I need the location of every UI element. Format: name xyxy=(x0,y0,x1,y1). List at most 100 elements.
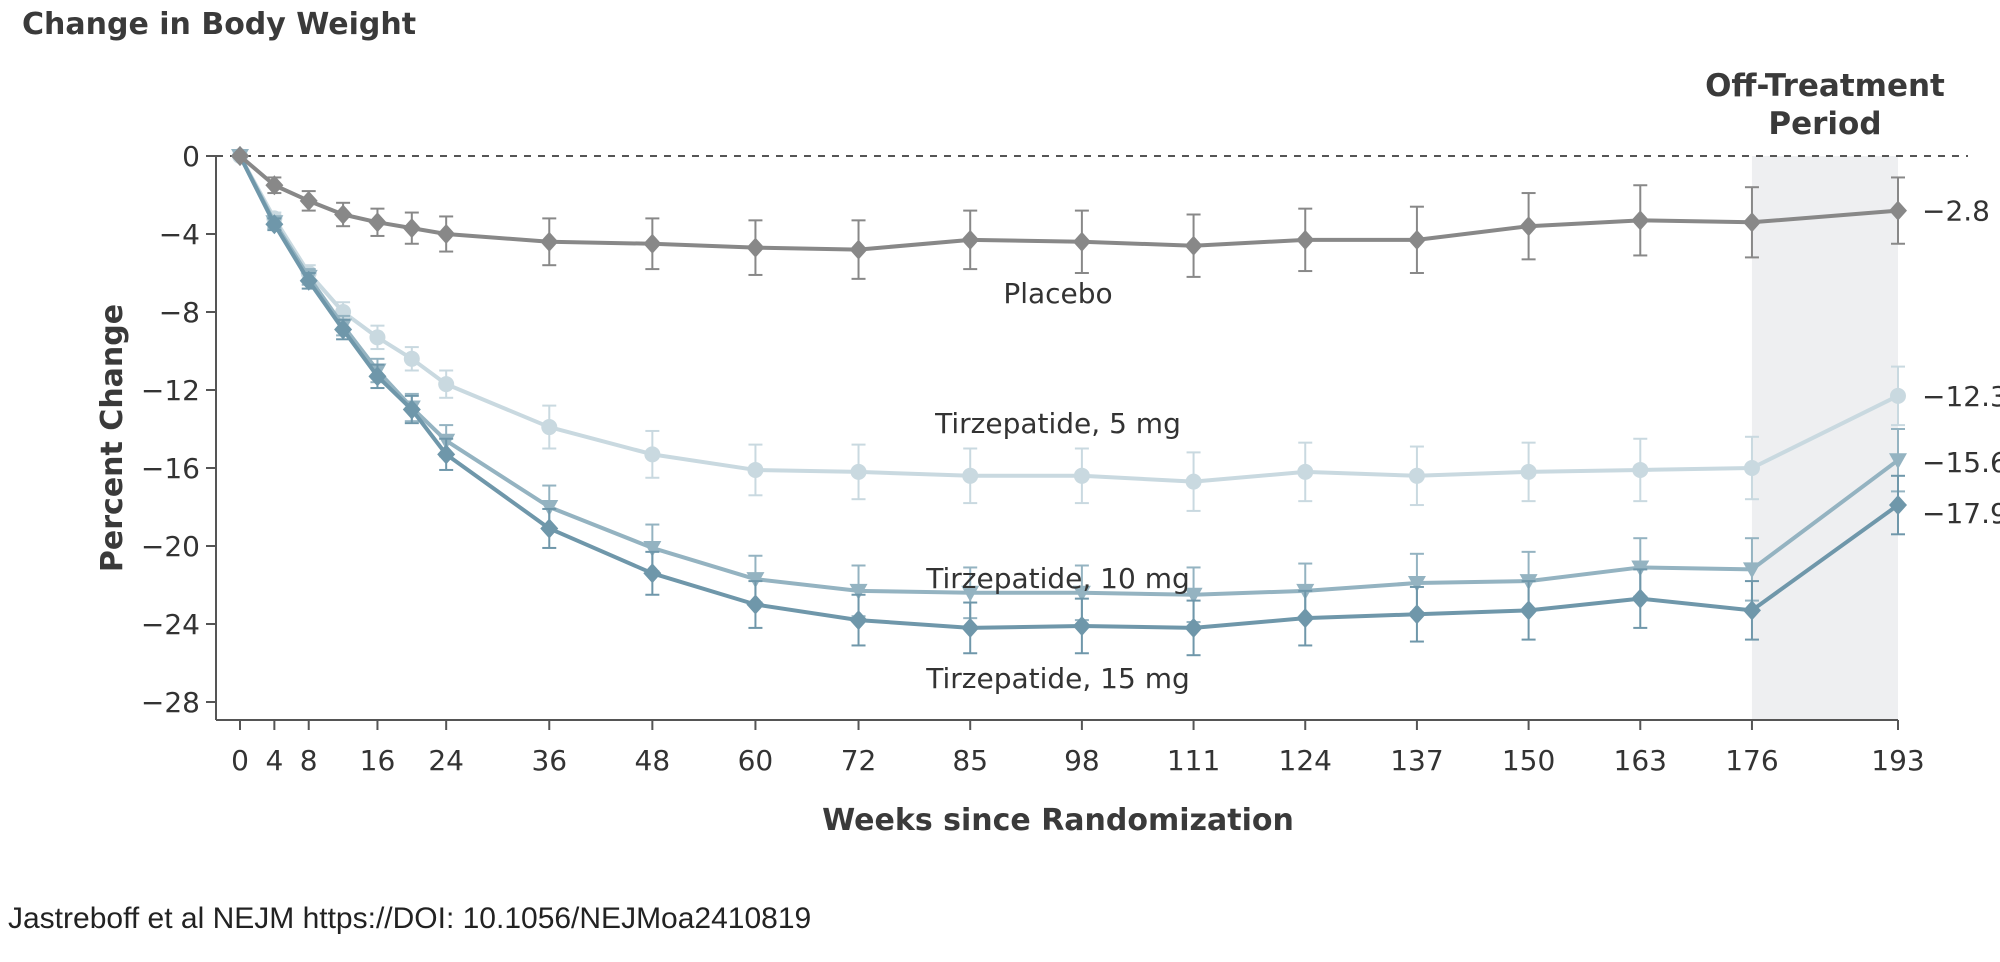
series-label: Placebo xyxy=(1003,277,1112,310)
data-point xyxy=(368,366,387,387)
data-point xyxy=(746,594,765,615)
x-tick-label: 72 xyxy=(841,744,877,777)
data-point xyxy=(1520,463,1537,480)
y-tick-label: −8 xyxy=(159,296,200,329)
data-point xyxy=(961,585,980,602)
data-point xyxy=(540,231,559,252)
data-point xyxy=(299,190,318,211)
data-point xyxy=(1296,229,1315,250)
data-point xyxy=(961,617,980,638)
x-tick-label: 176 xyxy=(1725,744,1778,777)
chart-title: Change in Body Weight xyxy=(22,7,416,42)
series-tirzepatide-5-mg xyxy=(232,148,1906,512)
data-point xyxy=(1519,216,1538,237)
data-point xyxy=(643,540,662,557)
series-tirzepatide-15-mg xyxy=(231,146,1907,657)
x-tick-label: 4 xyxy=(265,744,283,777)
data-point xyxy=(643,563,662,584)
data-point xyxy=(1889,453,1907,470)
off-treatment-shading xyxy=(1751,156,1898,720)
data-point xyxy=(265,175,284,196)
data-point xyxy=(1072,615,1091,636)
data-point xyxy=(334,319,353,340)
x-tick-label: 85 xyxy=(952,744,988,777)
data-point xyxy=(438,376,455,393)
end-value-label: −17.9 xyxy=(1922,497,2000,530)
data-point xyxy=(1519,600,1538,621)
data-point xyxy=(1743,460,1760,476)
data-point xyxy=(1407,604,1426,625)
x-tick-label: 24 xyxy=(428,744,464,777)
data-point xyxy=(849,610,868,631)
data-point xyxy=(1889,200,1907,221)
data-point xyxy=(1073,467,1090,484)
end-value-label: −2.8 xyxy=(1922,195,1990,228)
data-point xyxy=(1072,231,1091,252)
data-point xyxy=(437,224,456,244)
data-point xyxy=(403,350,420,367)
data-point xyxy=(402,399,421,420)
data-point xyxy=(747,461,764,478)
data-point xyxy=(1184,587,1203,604)
y-tick-label: −16 xyxy=(141,452,200,485)
data-point xyxy=(849,239,868,260)
y-tick-label: −28 xyxy=(141,686,200,719)
x-tick-label: 111 xyxy=(1167,744,1220,777)
data-point xyxy=(1631,210,1650,231)
series-label: Tirzepatide, 10 mg xyxy=(925,562,1190,595)
series-label: Tirzepatide, 15 mg xyxy=(925,662,1190,695)
y-axis-label: Percent Change xyxy=(95,304,130,572)
data-point xyxy=(746,237,765,258)
data-point xyxy=(961,229,980,250)
x-tick-label: 0 xyxy=(231,744,249,777)
x-tick-label: 163 xyxy=(1614,744,1667,777)
x-tick-label: 124 xyxy=(1279,744,1332,777)
off-treatment-label-line1: Off-Treatment xyxy=(1705,68,1945,104)
citation: Jastreboff et al NEJM https://DOI: 10.10… xyxy=(8,902,812,935)
x-axis-label: Weeks since Randomization xyxy=(822,803,1294,838)
data-point xyxy=(541,419,558,436)
data-point xyxy=(1185,473,1202,490)
y-tick-label: 0 xyxy=(182,140,200,173)
data-point xyxy=(369,329,386,346)
y-tick-label: −24 xyxy=(141,608,200,641)
x-tick-label: 48 xyxy=(635,744,671,777)
x-tick-label: 98 xyxy=(1064,744,1100,777)
data-point xyxy=(1297,463,1314,480)
data-point xyxy=(849,583,868,600)
series-placebo xyxy=(231,146,1907,280)
data-point xyxy=(1631,588,1650,609)
data-point xyxy=(368,212,387,233)
data-point xyxy=(850,463,867,480)
end-value-label: −12.3 xyxy=(1922,380,2000,413)
x-tick-label: 8 xyxy=(300,744,318,777)
data-point xyxy=(265,214,284,235)
x-tick-label: 193 xyxy=(1871,744,1924,777)
y-tick-label: −12 xyxy=(141,374,200,407)
data-point xyxy=(643,233,662,254)
data-point xyxy=(540,518,559,539)
data-point xyxy=(1890,387,1906,404)
x-tick-label: 16 xyxy=(360,744,396,777)
data-point xyxy=(1407,229,1426,250)
y-tick-label: −4 xyxy=(159,218,200,251)
series-line xyxy=(238,154,1899,252)
x-tick-label: 36 xyxy=(531,744,567,777)
x-tick-label: 60 xyxy=(738,744,774,777)
data-point xyxy=(299,270,318,291)
series-line xyxy=(238,155,1900,630)
data-point xyxy=(962,467,979,484)
data-point xyxy=(1742,600,1761,621)
data-point xyxy=(1184,235,1203,256)
data-point xyxy=(402,218,421,239)
data-point xyxy=(1632,461,1649,478)
weight-change-chart: Change in Body Weight Off-TreatmentPerio… xyxy=(22,7,2000,838)
off-treatment-label-line2: Period xyxy=(1768,106,1881,142)
data-point xyxy=(1742,562,1761,579)
x-tick-label: 150 xyxy=(1502,744,1555,777)
data-point xyxy=(334,204,353,225)
data-point xyxy=(231,146,249,166)
data-point xyxy=(1407,576,1426,593)
x-tick-label: 137 xyxy=(1390,744,1443,777)
data-point xyxy=(437,444,456,465)
